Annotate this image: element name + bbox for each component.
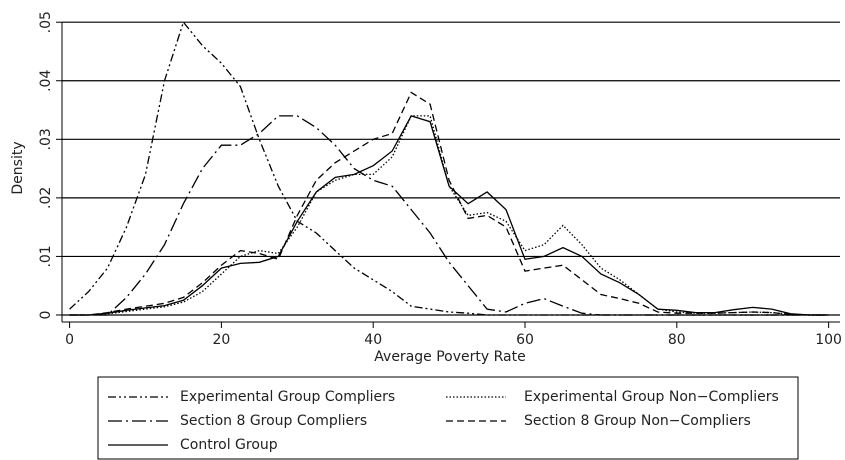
x-tick-label: 0 [65, 332, 74, 348]
x-tick-label: 60 [516, 332, 534, 348]
y-tick-label: .03 [38, 128, 54, 150]
x-tick-label: 20 [212, 332, 230, 348]
y-axis-title: Density [10, 141, 26, 194]
series-line [69, 115, 829, 316]
y-tick-label: .02 [38, 187, 54, 209]
series-line [69, 115, 829, 316]
series-line [69, 20, 829, 316]
x-tick-label: 80 [668, 332, 686, 348]
legend-label: Control Group [180, 437, 278, 453]
series-line [69, 115, 829, 316]
y-tick-label: .04 [38, 70, 54, 92]
legend-label: Experimental Group Compliers [180, 389, 395, 405]
y-tick-label: .01 [38, 245, 54, 267]
x-tick-label: 100 [815, 332, 842, 348]
y-tick-label: 0 [38, 311, 54, 320]
legend-box [97, 376, 799, 460]
y-tick-label: .05 [38, 11, 54, 33]
legend-label: Section 8 Group Compliers [180, 413, 367, 429]
legend-label: Experimental Group Non−Compliers [524, 389, 779, 405]
legend-label: Section 8 Group Non−Compliers [524, 413, 751, 429]
x-axis-title: Average Poverty Rate [374, 349, 525, 365]
x-tick-label: 40 [364, 332, 382, 348]
